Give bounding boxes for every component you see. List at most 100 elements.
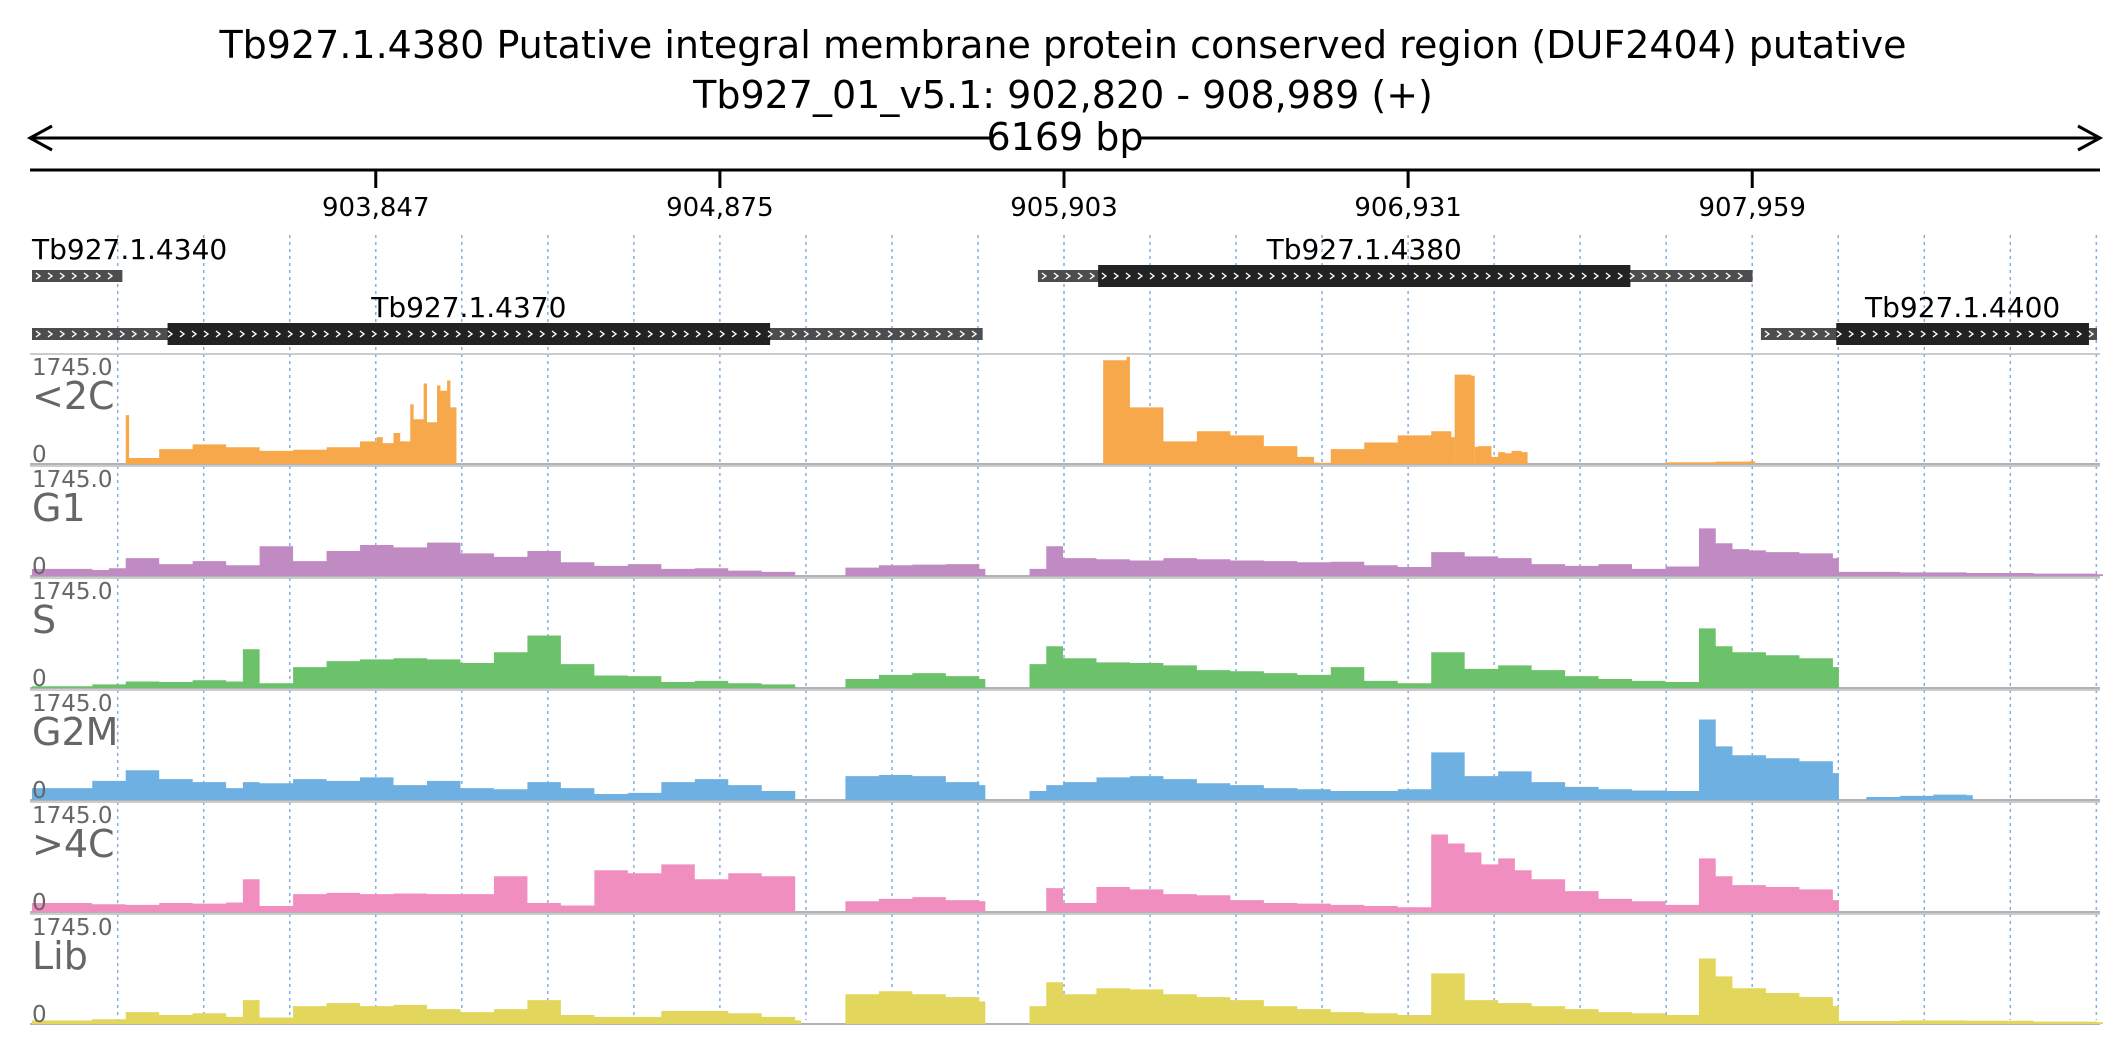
strand-chevron — [1257, 272, 1264, 280]
strand-chevron — [1293, 272, 1300, 280]
strand-chevron — [59, 330, 66, 338]
strand-chevron — [1932, 330, 1939, 338]
track-ymin-label: 0 — [32, 778, 47, 804]
strand-chevron — [599, 330, 606, 338]
strand-chevron — [719, 330, 726, 338]
strand-chevron — [731, 330, 738, 338]
strand-chevron — [791, 330, 798, 338]
track-ymax-label: 1745.0 — [32, 691, 112, 717]
span-arrow-right-head — [2077, 124, 2104, 152]
strand-chevron — [1920, 330, 1927, 338]
strand-chevron — [1509, 272, 1516, 280]
strand-chevron — [1581, 272, 1588, 280]
gene-label: Tb927.1.4370 — [370, 291, 566, 324]
strand-chevron — [1569, 272, 1576, 280]
strand-chevron — [587, 330, 594, 338]
strand-chevron — [275, 330, 282, 338]
coverage-area — [1103, 356, 1321, 464]
strand-chevron — [2016, 330, 2023, 338]
strand-chevron — [1848, 330, 1855, 338]
strand-chevron — [1221, 272, 1228, 280]
strand-chevron — [455, 330, 462, 338]
strand-chevron — [239, 330, 246, 338]
strand-chevron — [47, 272, 54, 280]
strand-chevron — [1461, 272, 1468, 280]
strand-chevron — [851, 330, 858, 338]
coverage-area — [32, 635, 802, 688]
strand-chevron — [383, 330, 390, 338]
track-ymax-label: 1745.0 — [32, 579, 112, 605]
strand-chevron — [1449, 272, 1456, 280]
ruler-ticks: 903,847 904,875 905,903 906,931 907,959 — [322, 170, 1806, 223]
strand-chevron — [815, 330, 822, 338]
strand-chevron — [1788, 330, 1795, 338]
coverage-area — [845, 991, 986, 1024]
strand-chevron — [227, 330, 234, 338]
strand-chevron — [1557, 272, 1564, 280]
strand-chevron — [1677, 272, 1684, 280]
strand-chevron — [83, 330, 90, 338]
strand-chevron — [1665, 272, 1672, 280]
coverage-area — [845, 673, 986, 688]
strand-chevron — [467, 330, 474, 338]
strand-chevron — [71, 330, 78, 338]
gene-cds-bar — [167, 323, 771, 345]
strand-chevron — [1137, 272, 1144, 280]
strand-chevron — [371, 330, 378, 338]
strand-chevron — [1764, 330, 1771, 338]
strand-chevron — [1437, 272, 1444, 280]
coverage-area — [32, 864, 802, 912]
track-name: <2C — [32, 374, 115, 418]
coverage-area — [1029, 958, 1839, 1024]
strand-chevron — [167, 330, 174, 338]
coverage-area — [1832, 571, 2103, 576]
strand-chevron — [1281, 272, 1288, 280]
coverage-area — [845, 774, 986, 800]
strand-chevron — [1896, 330, 1903, 338]
strand-chevron — [623, 330, 630, 338]
coverage-area — [1474, 446, 1528, 464]
strand-chevron — [1269, 272, 1276, 280]
strand-chevron — [539, 330, 546, 338]
strand-chevron — [551, 330, 558, 338]
chart-title: Tb927.1.4380 Putative integral membrane … — [218, 23, 1906, 67]
coverage-area — [845, 564, 986, 576]
strand-chevron — [395, 330, 402, 338]
strand-chevron — [575, 330, 582, 338]
strand-chevron — [1329, 272, 1336, 280]
gene-label: Tb927.1.4340 — [31, 233, 227, 266]
strand-chevron — [2040, 330, 2047, 338]
coverage-area — [108, 415, 383, 464]
span-arrow-left-head — [26, 124, 53, 152]
strand-chevron — [1473, 272, 1480, 280]
strand-chevron — [863, 330, 870, 338]
strand-chevron — [1413, 272, 1420, 280]
strand-chevron — [155, 330, 162, 338]
strand-chevron — [671, 330, 678, 338]
strand-chevron — [203, 330, 210, 338]
ruler-tick-label: 904,875 — [666, 193, 774, 223]
track-ymax-label: 1745.0 — [32, 803, 112, 829]
strand-chevron — [2076, 330, 2083, 338]
strand-chevron — [743, 330, 750, 338]
strand-chevron — [1389, 272, 1396, 280]
ruler-tick-label: 907,959 — [1698, 193, 1806, 223]
strand-chevron — [1521, 272, 1528, 280]
strand-chevron — [1776, 330, 1783, 338]
strand-chevron — [1161, 272, 1168, 280]
strand-chevron — [1593, 272, 1600, 280]
strand-chevron — [1305, 272, 1312, 280]
strand-chevron — [1353, 272, 1360, 280]
strand-chevron — [479, 330, 486, 338]
strand-chevron — [1245, 272, 1252, 280]
track-name: S — [32, 598, 56, 642]
coverage-tracks: 1745.0<2C01745.0G101745.0S01745.0G2M0174… — [30, 353, 2103, 1028]
strand-chevron — [191, 330, 198, 338]
strand-chevron — [335, 330, 342, 338]
strand-chevron — [503, 330, 510, 338]
strand-chevron — [59, 272, 66, 280]
coverage-area — [1029, 719, 1839, 800]
strand-chevron — [755, 330, 762, 338]
strand-chevron — [431, 330, 438, 338]
